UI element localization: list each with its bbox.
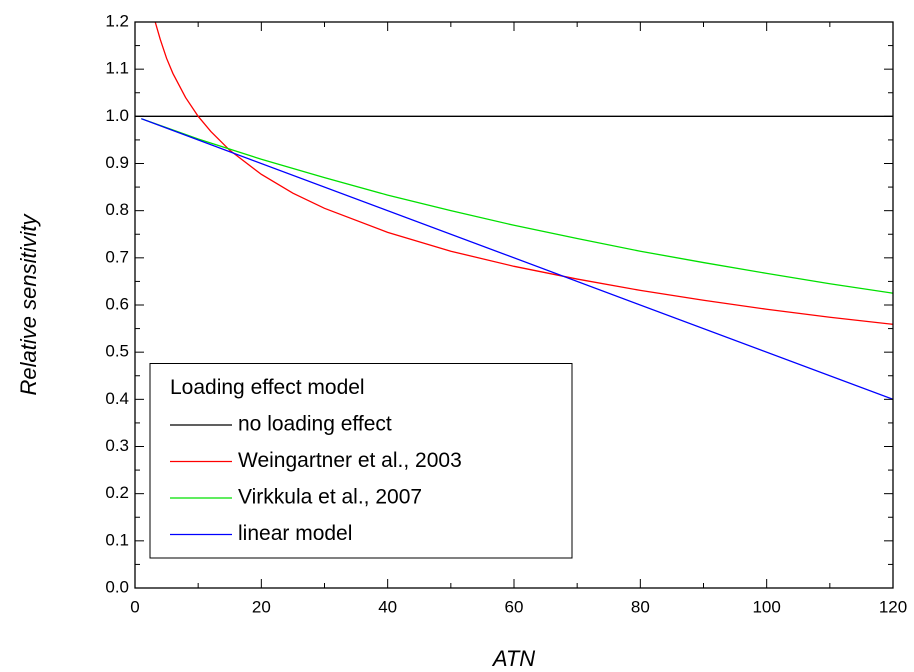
legend-label: Weingartner et al., 2003	[238, 449, 462, 472]
y-tick-label: 0.5	[105, 342, 129, 361]
y-tick-label: 1.1	[105, 59, 129, 78]
y-tick-label: 0.3	[105, 436, 129, 455]
x-tick-label: 40	[378, 597, 397, 616]
x-tick-label: 120	[879, 597, 907, 616]
x-axis-label: ATN	[491, 646, 535, 671]
series-line	[141, 118, 893, 294]
x-tick-label: 100	[752, 597, 780, 616]
x-tick-label: 20	[252, 597, 271, 616]
y-tick-label: 0.4	[105, 389, 129, 408]
plot-frame	[134, 21, 894, 589]
y-tick-label: 0.2	[105, 483, 129, 502]
y-tick-label: 1.2	[105, 11, 129, 30]
y-tick-label: 0.7	[105, 247, 129, 266]
y-tick-label: 0.1	[105, 530, 129, 549]
legend-label: Virkkula et al., 2007	[238, 486, 422, 509]
legend-title: Loading effect model	[170, 376, 365, 399]
series-line	[154, 22, 893, 325]
legend-label: linear model	[238, 522, 352, 545]
y-axis-label: Relative sensitivity	[16, 213, 41, 396]
y-tick-label: 0.8	[105, 200, 129, 219]
x-tick-label: 80	[631, 597, 650, 616]
y-tick-label: 0.9	[105, 153, 129, 172]
x-tick-label: 0	[130, 597, 139, 616]
legend-box	[149, 363, 573, 559]
series-line	[141, 118, 893, 400]
x-tick-label: 60	[505, 597, 524, 616]
y-tick-label: 0.6	[105, 294, 129, 313]
y-tick-label: 0.0	[105, 577, 129, 596]
legend-label: no loading effect	[238, 413, 392, 436]
y-tick-label: 1.0	[105, 106, 129, 125]
